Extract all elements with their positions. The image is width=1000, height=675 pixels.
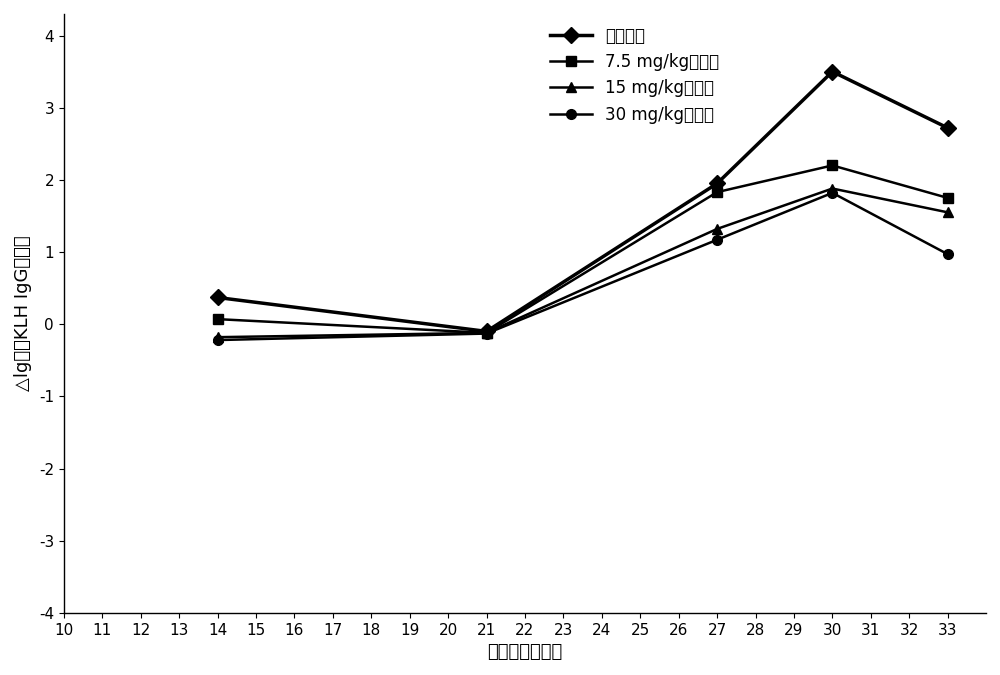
7.5 mg/kg环孢素 bbox=[826, 161, 838, 169]
去离子水 bbox=[481, 327, 493, 335]
7.5 mg/kg环孢素 bbox=[942, 194, 954, 202]
Line: 30 mg/kg环孢素: 30 mg/kg环孢素 bbox=[213, 188, 953, 345]
7.5 mg/kg环孢素 bbox=[212, 315, 224, 323]
Line: 去离子水: 去离子水 bbox=[212, 66, 953, 337]
30 mg/kg环孢素 bbox=[212, 336, 224, 344]
Legend: 去离子水, 7.5 mg/kg环孢素, 15 mg/kg环孢素, 30 mg/kg环孢素: 去离子水, 7.5 mg/kg环孢素, 15 mg/kg环孢素, 30 mg/k… bbox=[543, 20, 726, 130]
15 mg/kg环孢素 bbox=[711, 225, 723, 233]
30 mg/kg环孢素 bbox=[481, 329, 493, 338]
Y-axis label: △lg（抗KLH IgG滴度）: △lg（抗KLH IgG滴度） bbox=[14, 236, 32, 392]
15 mg/kg环孢素 bbox=[212, 333, 224, 342]
去离子水 bbox=[212, 294, 224, 302]
30 mg/kg环孢素 bbox=[826, 189, 838, 197]
30 mg/kg环孢素 bbox=[942, 250, 954, 259]
30 mg/kg环孢素 bbox=[711, 236, 723, 244]
7.5 mg/kg环孢素 bbox=[711, 188, 723, 196]
7.5 mg/kg环孢素 bbox=[481, 329, 493, 337]
Line: 15 mg/kg环孢素: 15 mg/kg环孢素 bbox=[213, 184, 953, 342]
15 mg/kg环孢素 bbox=[826, 184, 838, 192]
15 mg/kg环孢素 bbox=[942, 209, 954, 217]
Line: 7.5 mg/kg环孢素: 7.5 mg/kg环孢素 bbox=[213, 161, 953, 338]
去离子水 bbox=[826, 68, 838, 76]
去离子水 bbox=[711, 180, 723, 188]
去离子水 bbox=[942, 124, 954, 132]
X-axis label: 采血时间（天）: 采血时间（天） bbox=[487, 643, 563, 661]
15 mg/kg环孢素 bbox=[481, 329, 493, 337]
